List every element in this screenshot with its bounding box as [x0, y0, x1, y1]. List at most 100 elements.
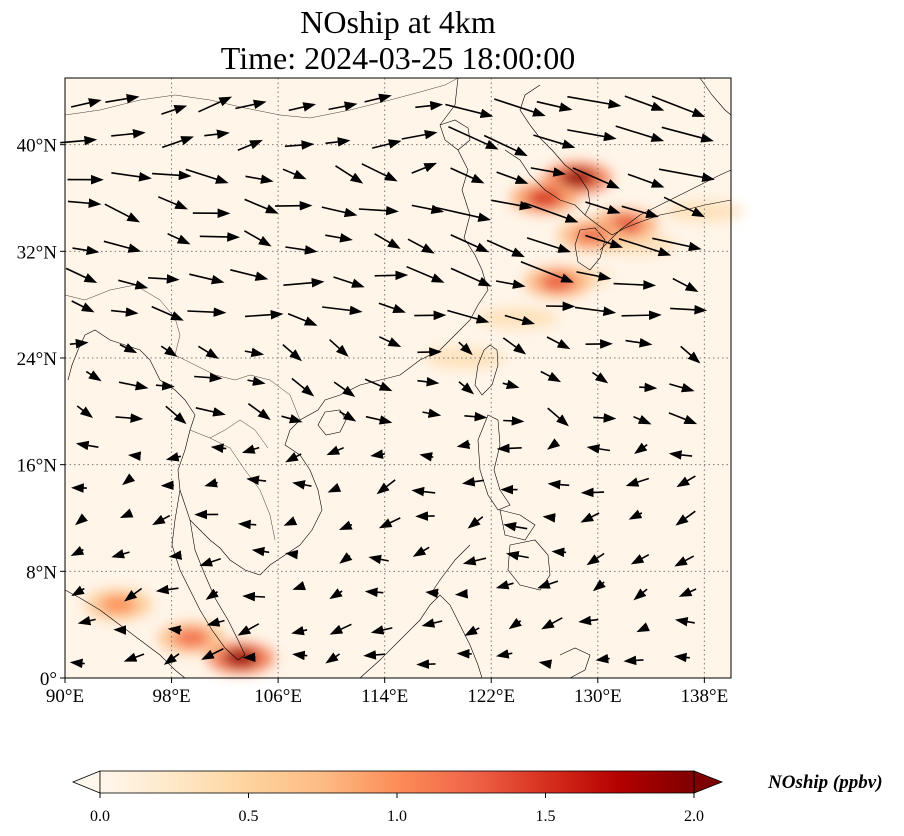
- wind-arrow: [547, 407, 569, 427]
- wind-arrow: [613, 280, 657, 290]
- hotspot-core: [526, 189, 563, 207]
- wind-arrow: [326, 445, 345, 456]
- wind-arrow: [247, 403, 271, 421]
- wind-arrow: [329, 588, 343, 600]
- wind-arrow: [494, 98, 546, 117]
- wind-arrow: [75, 513, 88, 526]
- wind-arrow: [464, 411, 488, 422]
- wind-arrow: [282, 168, 307, 180]
- wind-arrow: [195, 407, 226, 417]
- wind-arrow: [464, 625, 480, 636]
- wind-arrow: [103, 240, 142, 253]
- wind-arrow: [537, 579, 559, 589]
- wind-arrow: [281, 414, 303, 424]
- wind-arrow: [244, 198, 279, 214]
- wind-arrow: [576, 271, 612, 282]
- wind-arrow: [243, 230, 272, 247]
- map-title: NOship at 4km Time: 2024-03-25 18:00:00: [64, 4, 732, 76]
- wind-arrow: [580, 487, 605, 498]
- wind-arrow: [291, 625, 308, 636]
- wind-arrow: [407, 238, 435, 254]
- wind-arrow: [456, 439, 471, 450]
- x-axis-ticks: 90°E 98°E 106°E 114°E 122°E 130°E 138°E: [46, 678, 728, 707]
- x-tick-label: 130°E: [574, 686, 622, 707]
- wind-arrow: [651, 95, 706, 117]
- wind-arrow: [161, 105, 188, 115]
- wind-arrow: [374, 233, 401, 249]
- wind-arrow: [127, 451, 142, 461]
- wind-arrow: [163, 653, 180, 665]
- wind-arrow: [672, 277, 699, 292]
- wind-arrow: [530, 167, 567, 177]
- wind-arrow: [321, 206, 358, 218]
- wind-arrow: [242, 591, 266, 602]
- wind-arrow: [325, 137, 351, 147]
- wind-arrow: [199, 232, 240, 242]
- wind-arrow: [60, 135, 98, 146]
- wind-arrow: [65, 267, 98, 283]
- wind-arrow: [586, 444, 611, 454]
- wind-arrow: [245, 174, 274, 184]
- wind-arrow: [625, 477, 650, 487]
- wind-arrow: [335, 165, 364, 184]
- wind-arrow: [448, 125, 499, 150]
- wind-arrow: [69, 338, 89, 349]
- wind-arrow: [661, 126, 714, 143]
- wind-arrow: [567, 129, 617, 142]
- wind-arrow: [416, 659, 436, 669]
- wind-arrow: [152, 514, 171, 526]
- wind-arrow: [364, 587, 384, 598]
- wind-arrow: [118, 380, 149, 391]
- wind-arrow: [75, 440, 99, 451]
- wind-arrow: [676, 475, 696, 488]
- wind-arrow: [115, 413, 144, 423]
- wind-arrow: [540, 370, 562, 383]
- wind-arrow: [658, 168, 715, 182]
- colorbar-max-extension: [693, 770, 724, 794]
- coastline-borneo: [359, 594, 483, 679]
- wind-arrow: [111, 549, 130, 559]
- wind-arrow: [111, 307, 139, 317]
- coastline-sulawesi: [559, 647, 591, 679]
- wind-vectors: [60, 93, 715, 670]
- wind-arrow: [663, 196, 705, 218]
- wind-arrow: [325, 233, 353, 243]
- hotspot-core: [173, 629, 210, 647]
- wind-arrow: [458, 381, 475, 395]
- wind-arrow: [378, 302, 406, 313]
- wind-arrow: [675, 510, 696, 526]
- wind-arrow: [230, 269, 269, 281]
- wind-arrow: [621, 205, 659, 219]
- border-line: [64, 77, 459, 119]
- wind-arrow: [364, 93, 392, 104]
- wind-arrow: [411, 486, 436, 497]
- wind-arrow: [538, 659, 553, 670]
- wind-arrow: [151, 305, 184, 321]
- wind-arrow: [585, 201, 621, 214]
- wind-arrow: [363, 650, 386, 660]
- colorbar-label: NOship (ppbv): [767, 772, 883, 793]
- wind-arrow: [365, 415, 393, 425]
- wind-arrow: [495, 279, 526, 289]
- wind-arrow: [105, 93, 140, 104]
- border-line: [64, 284, 181, 356]
- wind-arrow: [361, 163, 398, 182]
- wind-arrow: [339, 552, 353, 564]
- map-frame: [64, 77, 732, 679]
- wind-arrow: [435, 206, 492, 222]
- wind-arrow: [157, 196, 188, 210]
- coastline-kamchatka-hint: [699, 77, 732, 116]
- wind-arrow: [370, 449, 386, 459]
- wind-arrow: [547, 479, 570, 490]
- wind-arrow: [235, 99, 267, 110]
- wind-arrow: [285, 245, 318, 255]
- wind-arrow: [450, 234, 490, 253]
- wind-arrow: [623, 655, 644, 666]
- wind-arrow: [541, 617, 563, 630]
- wind-arrow: [542, 513, 556, 523]
- coastline-hainan: [317, 409, 347, 436]
- wind-arrow: [76, 405, 94, 419]
- coastline-luzon: [477, 414, 511, 511]
